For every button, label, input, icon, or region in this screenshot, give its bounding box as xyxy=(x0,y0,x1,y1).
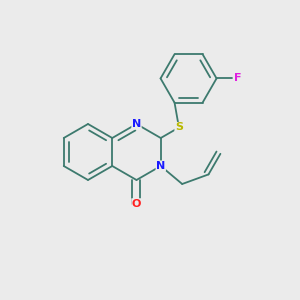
Text: N: N xyxy=(132,119,141,129)
Text: O: O xyxy=(132,199,141,209)
Text: N: N xyxy=(156,161,165,171)
Text: F: F xyxy=(234,74,242,83)
Text: S: S xyxy=(175,122,183,133)
